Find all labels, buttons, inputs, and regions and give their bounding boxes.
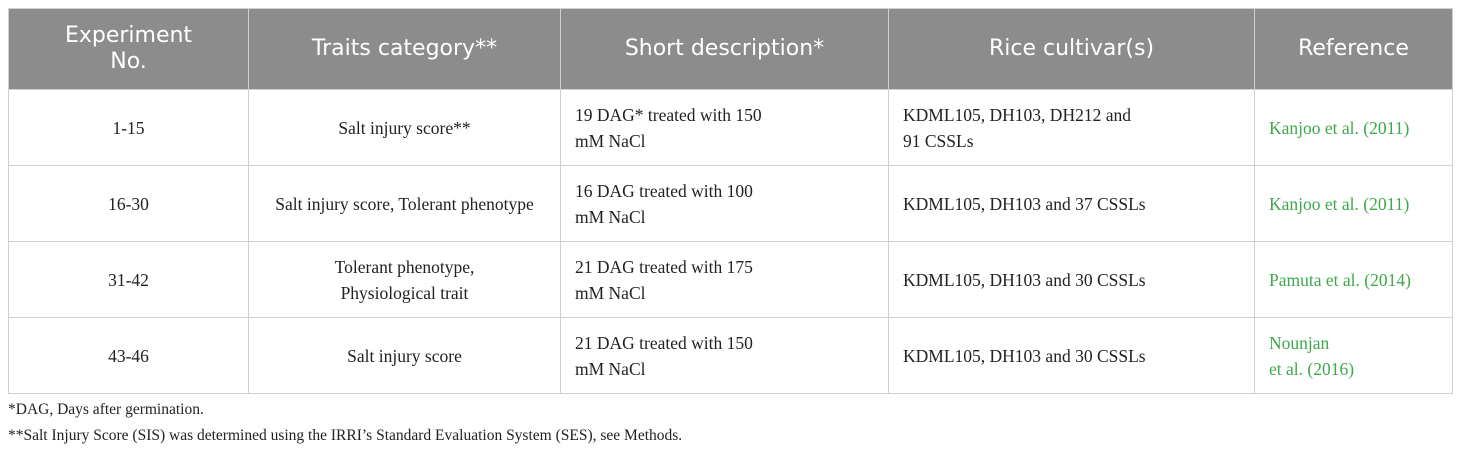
table-cell: Salt injury score (248, 317, 561, 394)
table-cell: 1-15 (8, 89, 249, 166)
cell-line: mM NaCl (575, 282, 646, 303)
cell-line: 1-15 (112, 117, 145, 138)
cell-line: Salt injury score, Tolerant phenotype (275, 193, 534, 214)
reference-link: Kanjoo et al. (2011) (1269, 117, 1410, 138)
table-body: 1-15 Salt injury score** 19 DAG* treated w… (8, 89, 1453, 394)
table-cell: 19 DAG* treated with 150 mM NaCl (560, 89, 889, 166)
table-cell: 21 DAG treated with 175 mM NaCl (560, 241, 889, 318)
table-cell: Tolerant phenotype, Physiological trait (248, 241, 561, 318)
table: Experiment No. Traits category** Short des… (8, 8, 1453, 394)
table-cell: 43-46 (8, 317, 249, 394)
cell-line: 91 CSSLs (903, 130, 974, 151)
cell-line: 21 DAG treated with 150 (575, 332, 753, 353)
cell-line: 19 DAG* treated with 150 (575, 104, 762, 125)
table-container: Experiment No. Traits category** Short des… (8, 8, 1453, 394)
table-cell: 31-42 (8, 241, 249, 318)
cell-line: KDML105, DH103 and 30 CSSLs (903, 345, 1146, 366)
table-cell: KDML105, DH103 and 30 CSSLs (888, 241, 1255, 318)
footnote: *DAG, Days after germination. (8, 401, 204, 418)
cell-line: 16 DAG treated with 100 (575, 180, 753, 201)
footnote: **Salt Injury Score (SIS) was determined… (8, 427, 683, 444)
cell-line: mM NaCl (575, 130, 646, 151)
cell-line: Tolerant phenotype, (334, 256, 475, 277)
table-cell: 21 DAG treated with 150 mM NaCl (560, 317, 889, 394)
table-cell: 16-30 (8, 165, 249, 242)
header-cell: Rice cultivar(s) (888, 8, 1255, 90)
cell-line: 16-30 (108, 193, 149, 214)
table-cell: KDML105, DH103 and 30 CSSLs (888, 317, 1255, 394)
table-row: 31-42 Tolerant phenotype, Physiological tr… (8, 241, 1453, 318)
reference-link: Kanjoo et al. (2011) (1269, 193, 1410, 214)
cell-line: KDML105, DH103, DH212 and (903, 104, 1131, 125)
cell-line: KDML105, DH103 and 37 CSSLs (903, 193, 1146, 214)
table-cell: Kanjoo et al. (2011) (1254, 89, 1453, 166)
header-cell: Experiment No. (8, 8, 249, 90)
table-cell: KDML105, DH103 and 37 CSSLs (888, 165, 1255, 242)
table-cell: Nounjan et al. (2016) (1254, 317, 1453, 394)
header-cell: Short description* (560, 8, 889, 90)
table-row: 43-46 Salt injury score 21 DAG treated wit… (8, 317, 1453, 394)
reference-link: Nounjan (1269, 332, 1330, 353)
cell-line: mM NaCl (575, 358, 646, 379)
cell-line: 21 DAG treated with 175 (575, 256, 753, 277)
reference-link: et al. (2016) (1269, 358, 1355, 379)
table-row: 16-30 Salt injury score, Tolerant phenoty… (8, 165, 1453, 242)
cell-line: KDML105, DH103 and 30 CSSLs (903, 269, 1146, 290)
reference-link: Pamuta et al. (2014) (1269, 269, 1411, 290)
header-cell: Traits category** (248, 8, 561, 90)
cell-line: mM NaCl (575, 206, 646, 227)
cell-line: Physiological trait (340, 282, 469, 303)
header-row: Experiment No. Traits category** Short des… (8, 8, 1453, 90)
table-cell: Salt injury score** (248, 89, 561, 166)
cell-line: 43-46 (108, 345, 149, 366)
table-cell: Kanjoo et al. (2011) (1254, 165, 1453, 242)
cell-line: 31-42 (108, 269, 149, 290)
cell-line: Salt injury score (347, 345, 462, 366)
table-cell: Pamuta et al. (2014) (1254, 241, 1453, 318)
table-row: 1-15 Salt injury score** 19 DAG* treated w… (8, 89, 1453, 166)
cell-line: Salt injury score** (338, 117, 471, 138)
table-cell: KDML105, DH103, DH212 and 91 CSSLs (888, 89, 1255, 166)
table-cell: 16 DAG treated with 100 mM NaCl (560, 165, 889, 242)
header-cell: Reference (1254, 8, 1453, 90)
table-cell: Salt injury score, Tolerant phenotype (248, 165, 561, 242)
